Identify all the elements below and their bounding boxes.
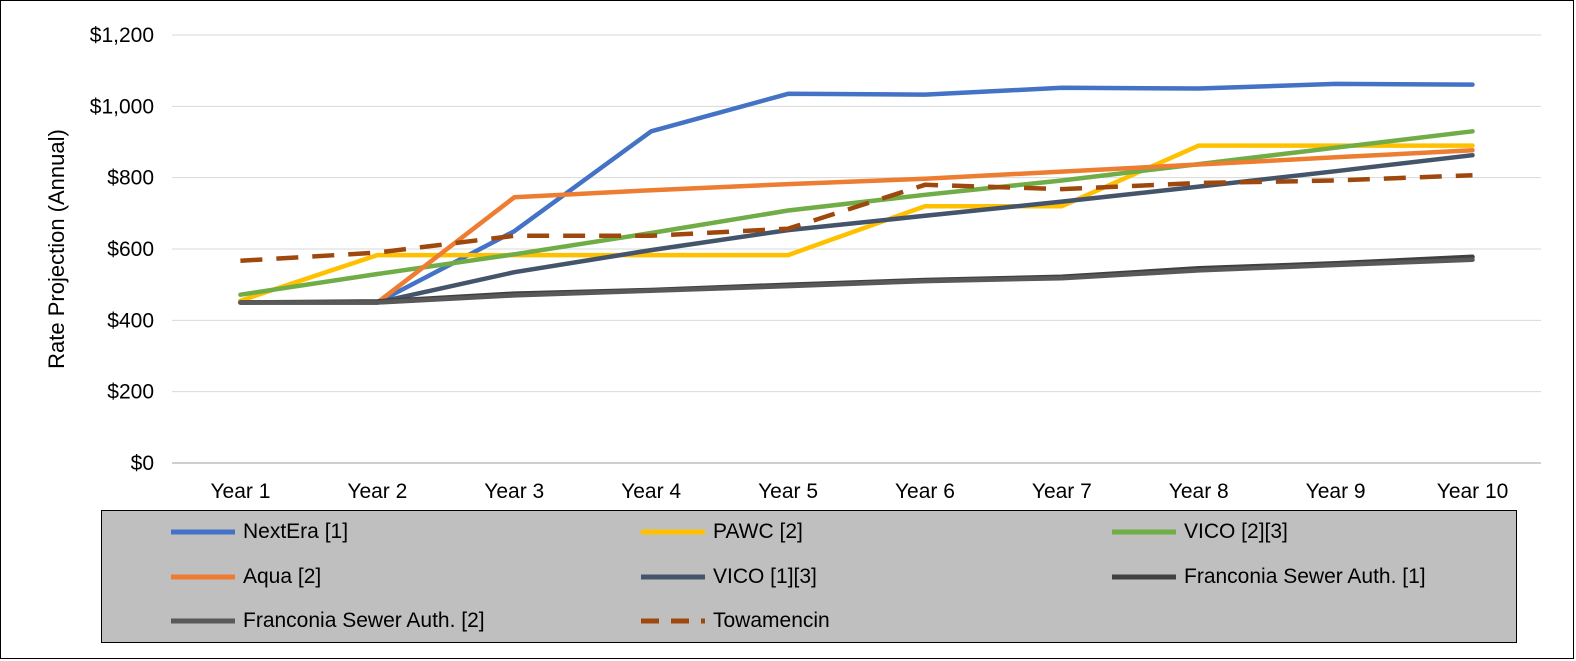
y-axis-label: Rate Projection (Annual) (44, 129, 69, 369)
y-tick-label: $0 (131, 452, 154, 475)
legend-item: PAWC [2] (637, 517, 803, 547)
legend-item: VICO [1][3] (637, 562, 817, 592)
legend-item: Franconia Sewer Auth. [2] (167, 606, 485, 636)
x-tick-label: Year 1 (210, 480, 270, 503)
x-tick-label: Year 2 (347, 480, 407, 503)
series-line-3 (238, 147, 1475, 305)
series-line-0 (238, 81, 1475, 305)
y-tick-label: $400 (107, 309, 154, 332)
y-tick-label: $1,200 (90, 24, 154, 47)
legend-label: Franconia Sewer Auth. [2] (243, 609, 485, 632)
legend-item: NextEra [1] (167, 517, 348, 547)
legend-swatch (1112, 529, 1176, 535)
legend-swatch (641, 529, 705, 535)
x-axis-ticks: Year 1 Year 2 Year 3 Year 4 Year 5 Year 6 Year… (210, 480, 1508, 503)
legend-swatch (171, 574, 235, 580)
legend-label: VICO [2][3] (1184, 520, 1288, 543)
legend: NextEra [1] PAWC [2] VICO [2][3] Aqua [2] VI… (101, 510, 1517, 643)
legend-item: Aqua [2] (167, 562, 321, 592)
legend-item: VICO [2][3] (1108, 517, 1288, 547)
series-line-7 (240, 172, 1473, 264)
series-lines (238, 81, 1475, 305)
x-tick-label: Year 10 (1437, 480, 1509, 503)
x-tick-label: Year 9 (1306, 480, 1366, 503)
series-line-2 (238, 129, 1475, 297)
legend-swatch (171, 618, 235, 624)
legend-swatch (1112, 574, 1176, 580)
gridlines (172, 34, 1541, 393)
legend-item: Franconia Sewer Auth. [1] (1108, 562, 1426, 592)
series-line-6 (238, 257, 1475, 305)
legend-swatch (641, 574, 705, 580)
x-tick-label: Year 8 (1169, 480, 1229, 503)
legend-label: VICO [1][3] (713, 565, 817, 588)
y-tick-label: $1,000 (90, 95, 154, 118)
legend-label: PAWC [2] (713, 520, 803, 543)
series-line-1 (238, 143, 1475, 303)
x-tick-label: Year 4 (621, 480, 681, 503)
series-line-4 (238, 152, 1475, 305)
legend-swatch (641, 618, 705, 624)
legend-label: NextEra [1] (243, 520, 349, 543)
x-tick-label: Year 5 (758, 480, 818, 503)
x-tick-label: Year 7 (1032, 480, 1092, 503)
legend-swatch (171, 529, 235, 535)
legend-label: Aqua [2] (243, 565, 322, 588)
y-tick-label: $800 (107, 167, 154, 190)
legend-label: Franconia Sewer Auth. [1] (1184, 565, 1426, 588)
y-axis-ticks: $0 $200 $400 $600 $800 $1,000 $1,200 (90, 24, 154, 475)
y-tick-label: $600 (107, 238, 154, 261)
x-tick-label: Year 3 (484, 480, 544, 503)
x-tick-label: Year 6 (895, 480, 955, 503)
legend-label: Towamencin (713, 609, 830, 632)
y-tick-label: $200 (107, 381, 154, 404)
legend-item: Towamencin (637, 606, 830, 636)
